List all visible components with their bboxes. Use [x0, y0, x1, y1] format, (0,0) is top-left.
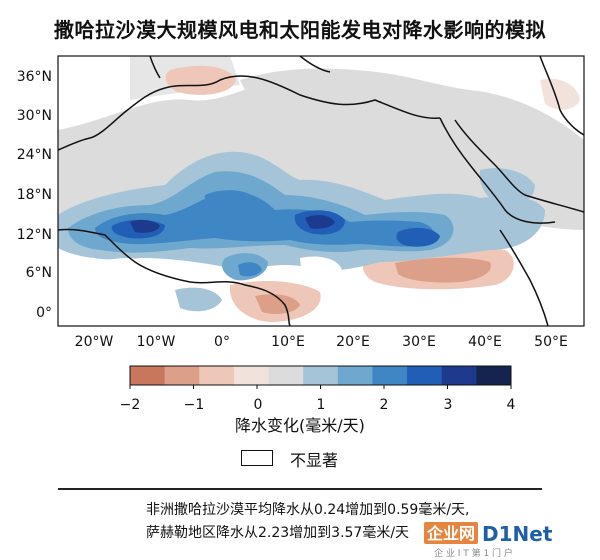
colorbar-tick-label: 2	[380, 397, 389, 413]
colorbar-ticks: −2 −1 0 1 2 3 4	[120, 397, 516, 413]
colorbar-segment	[441, 366, 477, 385]
note-sahara: 非洲撒哈拉沙漠平均降水从0.24增加到0.59毫米/天,	[146, 502, 470, 518]
region-dry-north	[165, 65, 236, 95]
lat-tick-label: 12°N	[17, 227, 52, 243]
colorbar-segment	[337, 366, 373, 385]
colorbar-segment	[476, 366, 512, 385]
colorbar-segment	[164, 366, 200, 385]
coastline-east	[499, 229, 549, 326]
precip-field	[58, 56, 584, 326]
map-frame	[57, 55, 585, 327]
coastline-west	[58, 228, 291, 326]
colorbar-segment	[233, 366, 270, 385]
lat-tick-label: 36°N	[17, 69, 52, 85]
colorbar-tick-label: 4	[507, 397, 516, 413]
colorbar-tick-label: 3	[444, 397, 453, 413]
coastline-red-sea	[439, 117, 556, 224]
colorbar-segment	[407, 366, 443, 385]
colorbar-segment	[372, 366, 408, 385]
lon-tick-label: 20°E	[336, 334, 370, 350]
lat-tick-label: 24°N	[17, 147, 52, 163]
colorbar-segment	[199, 366, 235, 385]
lon-tick-label: 20°W	[75, 334, 114, 350]
colorbar-tick-label: 0	[254, 397, 263, 413]
watermark-brand: 企业网	[426, 524, 475, 543]
coastline-north	[58, 75, 441, 151]
map-title: 撒哈拉沙漠大规模风电和太阳能发电对降水影响的模拟	[54, 18, 546, 42]
lon-tick-label: 10°W	[137, 334, 176, 350]
colorbar-segment	[268, 366, 304, 385]
colorbar-caption: 降水变化(毫米/天)	[235, 416, 365, 435]
lat-tick-label: 0°	[36, 305, 52, 321]
colorbar-segment	[130, 366, 166, 385]
lat-tick-label: 6°N	[26, 265, 52, 281]
lat-tick-label: 18°N	[17, 187, 52, 203]
lon-tick-label: 40°E	[468, 334, 502, 350]
colorbar	[129, 365, 512, 389]
divider-line	[58, 488, 542, 490]
note-sahel: 萨赫勒地区降水从2.23增加到3.57毫米/天	[146, 525, 410, 541]
colorbar-tick-label: −2	[120, 397, 141, 413]
colorbar-tick-label: 1	[317, 397, 326, 413]
watermark-brand2: D1Net	[482, 522, 553, 546]
colorbar-tick-label: −1	[184, 397, 205, 413]
longitude-axis: 20°W 10°W 0° 10°E 20°E 30°E 40°E 50°E	[75, 334, 568, 350]
lon-tick-label: 10°E	[271, 334, 305, 350]
not-significant-swatch	[241, 450, 273, 466]
watermark-subtitle: 企 业 I T 第 1 门 户	[434, 547, 513, 558]
lon-tick-label: 30°E	[402, 334, 436, 350]
colorbar-segment	[303, 366, 339, 385]
lon-tick-label: 50°E	[534, 334, 568, 350]
lon-tick-label: 0°	[214, 334, 230, 350]
latitude-axis: 36°N 30°N 24°N 18°N 12°N 6°N 0°	[17, 69, 52, 321]
not-significant-label: 不显著	[290, 451, 339, 470]
lat-tick-label: 30°N	[17, 108, 52, 124]
watermark-logo: 企业网 D1Net 企 业 I T 第 1 门 户	[424, 522, 553, 558]
not-significant-area	[102, 258, 175, 290]
